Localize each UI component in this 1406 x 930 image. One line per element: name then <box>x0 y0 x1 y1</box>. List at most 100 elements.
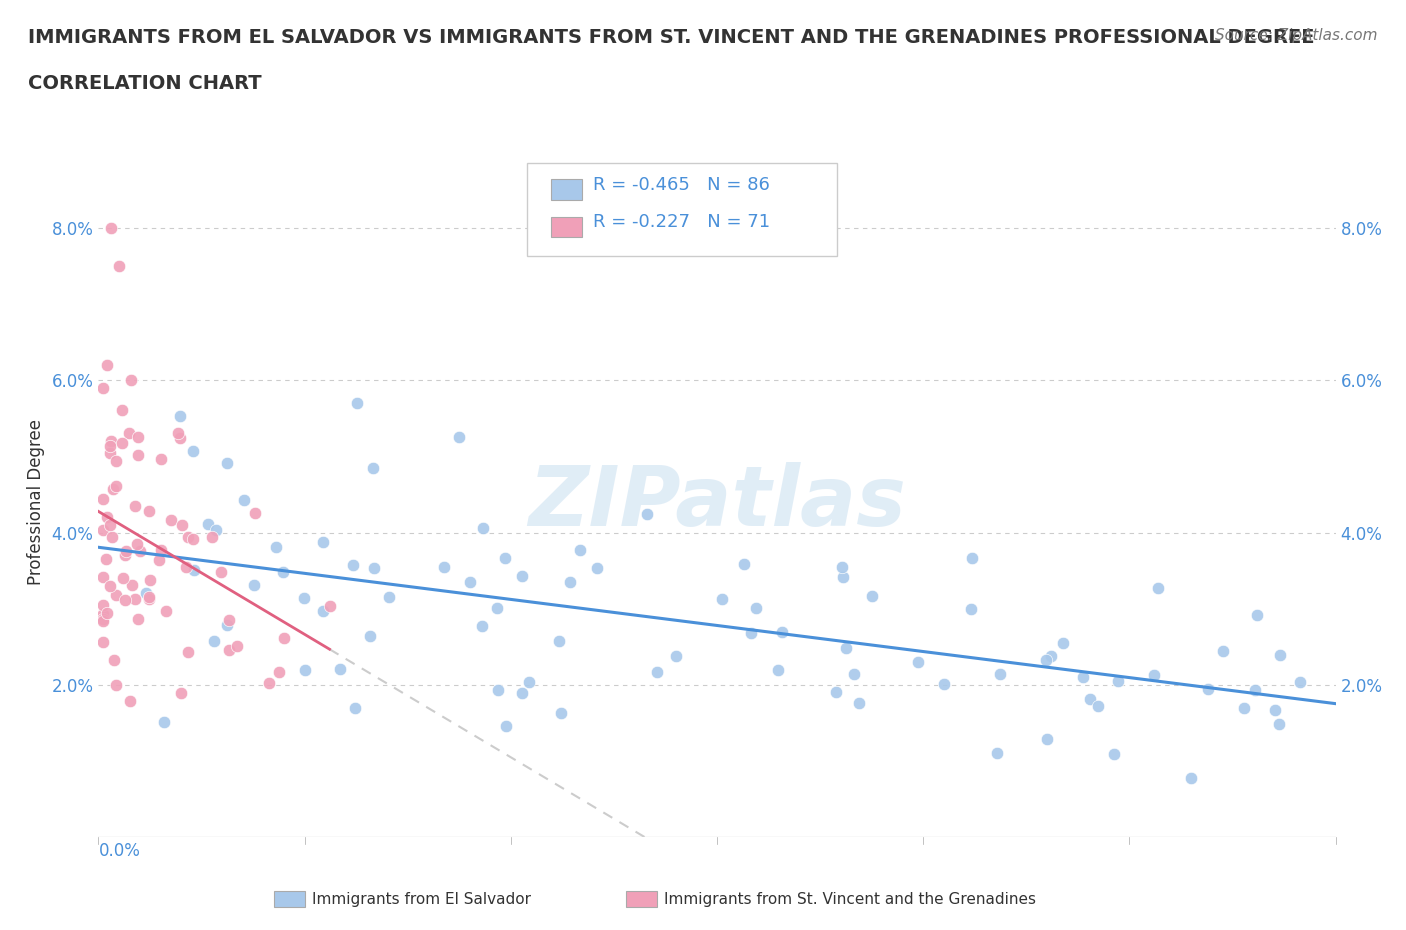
Text: 0.0%: 0.0% <box>98 843 141 860</box>
Point <box>96 358 118 373</box>
Point <box>127 430 149 445</box>
Point <box>312 604 335 618</box>
Point <box>264 539 287 554</box>
Text: R = -0.465   N = 86: R = -0.465 N = 86 <box>593 176 770 193</box>
Point <box>127 447 149 462</box>
Point <box>91 570 114 585</box>
Point <box>201 529 224 544</box>
Y-axis label: Professional Degree: Professional Degree <box>27 419 45 585</box>
Point <box>153 714 176 729</box>
Point <box>960 551 983 565</box>
Point <box>831 560 853 575</box>
Point <box>104 677 127 692</box>
Point <box>486 601 509 616</box>
Point <box>174 559 197 574</box>
Point <box>766 662 789 677</box>
Point <box>150 451 173 466</box>
Point <box>361 460 384 475</box>
Point <box>517 675 540 690</box>
Point <box>1078 691 1101 706</box>
Text: Immigrants from St. Vincent and the Grenadines: Immigrants from St. Vincent and the Gren… <box>664 892 1036 907</box>
Point <box>170 685 193 700</box>
Point <box>1052 636 1074 651</box>
Point <box>138 503 160 518</box>
Point <box>257 675 280 690</box>
Point <box>907 655 929 670</box>
Point <box>1107 673 1129 688</box>
Point <box>636 507 658 522</box>
Point <box>1039 648 1062 663</box>
Point <box>125 537 148 551</box>
Point <box>215 455 238 470</box>
Point <box>105 479 128 494</box>
Point <box>447 430 470 445</box>
Point <box>148 552 170 567</box>
Point <box>100 530 122 545</box>
Point <box>1146 580 1168 595</box>
Point <box>842 666 865 681</box>
Point <box>114 547 136 562</box>
Point <box>472 521 495 536</box>
Point <box>458 575 481 590</box>
Point <box>986 745 1008 760</box>
Point <box>138 591 160 606</box>
Point <box>205 523 228 538</box>
Point <box>733 556 755 571</box>
Point <box>121 578 143 592</box>
Point <box>96 510 118 525</box>
Point <box>120 694 142 709</box>
Point <box>218 613 240 628</box>
Point <box>378 590 401 604</box>
Point <box>96 605 118 620</box>
Point <box>181 444 204 458</box>
Point <box>550 705 572 720</box>
Point <box>209 565 232 579</box>
Point <box>1143 667 1166 682</box>
Point <box>1212 644 1234 658</box>
Point <box>91 598 114 613</box>
Point <box>243 578 266 592</box>
Point <box>363 560 385 575</box>
Point <box>835 641 858 656</box>
Point <box>91 523 114 538</box>
Point <box>91 492 114 507</box>
Point <box>1264 703 1286 718</box>
Text: ZIPatlas: ZIPatlas <box>529 461 905 543</box>
Point <box>93 611 115 626</box>
Point <box>568 542 591 557</box>
Point <box>93 634 115 649</box>
Point <box>1180 771 1202 786</box>
Point <box>1036 732 1059 747</box>
Point <box>292 591 315 605</box>
Point <box>101 482 124 497</box>
Point <box>1198 681 1220 696</box>
Point <box>197 517 219 532</box>
Point <box>848 696 870 711</box>
Point <box>94 551 117 566</box>
Point <box>318 598 340 613</box>
Point <box>176 529 198 544</box>
Point <box>98 518 121 533</box>
Point <box>294 663 316 678</box>
Text: R = -0.227   N = 71: R = -0.227 N = 71 <box>593 213 770 231</box>
Point <box>127 612 149 627</box>
Point <box>860 589 883 604</box>
Point <box>232 493 254 508</box>
Point <box>138 590 160 604</box>
Point <box>118 425 141 440</box>
Point <box>91 381 114 396</box>
Point <box>104 453 127 468</box>
Point <box>745 600 768 615</box>
Point <box>169 408 191 423</box>
Text: Source: ZipAtlas.com: Source: ZipAtlas.com <box>1215 28 1378 43</box>
Point <box>1087 698 1109 713</box>
Point <box>115 543 138 558</box>
Point <box>169 431 191 445</box>
Point <box>124 591 146 606</box>
Point <box>155 604 177 618</box>
Point <box>665 649 688 664</box>
Point <box>271 565 294 579</box>
Point <box>832 569 855 584</box>
Point <box>149 543 172 558</box>
Text: Immigrants from El Salvador: Immigrants from El Salvador <box>312 892 531 907</box>
